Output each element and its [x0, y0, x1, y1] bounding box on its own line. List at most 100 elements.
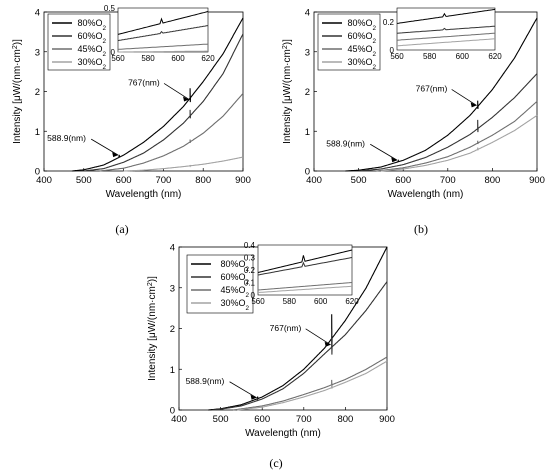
- y-axis-label: Intensity [μW/(nm·cm2)]: [147, 276, 159, 381]
- x-tick-label: 500: [213, 414, 229, 425]
- series-line-1: [345, 17, 538, 172]
- x-tick-label: 800: [484, 175, 500, 186]
- inset-y-tick-label: 0.2: [244, 266, 256, 275]
- inset-series-line-4: [118, 50, 208, 53]
- inset-chart: 560 580 600 620 0 0.5: [104, 4, 215, 63]
- inset-series-line-1: [257, 249, 353, 273]
- inset-x-tick-label: 560: [390, 52, 404, 61]
- inset-y-tick-label: 0.1: [244, 279, 256, 288]
- annotation-arrowhead: [250, 394, 257, 400]
- inset-y-tick-label: 0.3: [244, 254, 256, 263]
- inset-y-tick-label: 0: [111, 48, 116, 57]
- inset-x-tick-label: 620: [201, 54, 215, 63]
- panel-label: (b): [414, 222, 428, 236]
- inset-x-tick-label: 580: [141, 54, 155, 63]
- annotation-arrow: [229, 381, 257, 399]
- y-axis-label: Intensity [μW/(nm·cm2)]: [12, 39, 24, 144]
- series-line-1: [71, 17, 244, 172]
- y-tick-label: 3: [35, 47, 40, 58]
- chart-panel-3: 400 500 600 700 800 900 0 1 2 3 4 Wavelength (nm) In…: [147, 241, 395, 470]
- legend-label: 60%O2: [220, 272, 249, 286]
- legend-label: 60%O2: [77, 31, 106, 45]
- chart-panel-2: 400 500 600 700 800 900 0 1 2 3 4 Wavelength (nm) In…: [282, 8, 545, 237]
- inset-x-tick-label: 600: [314, 297, 328, 306]
- x-tick-label: 500: [351, 175, 367, 186]
- x-tick-label: 600: [395, 175, 411, 186]
- annotation-label: 767(nm): [270, 323, 302, 333]
- x-tick-label: 700: [296, 414, 312, 425]
- inset-series-line-3: [257, 282, 353, 291]
- y-tick-label: 1: [170, 365, 175, 376]
- annotation-arrowhead: [112, 152, 119, 158]
- series-line-3: [99, 93, 244, 172]
- y-tick-label: 0: [170, 406, 175, 417]
- x-tick-label: 800: [337, 414, 353, 425]
- x-tick-label: 900: [235, 175, 251, 186]
- inset-x-tick-label: 600: [171, 54, 185, 63]
- legend-label: 30%O2: [77, 57, 106, 71]
- x-tick-label: 800: [195, 175, 211, 186]
- y-tick-label: 4: [305, 8, 310, 19]
- y-tick-label: 1: [305, 127, 310, 138]
- inset-series-line-3: [396, 32, 496, 41]
- inset-x-tick-label: 560: [111, 54, 125, 63]
- legend-label: 45%O2: [347, 44, 376, 58]
- inset-series-line-1: [396, 8, 496, 24]
- inset-series-line-2: [396, 25, 496, 34]
- series-line-3: [376, 101, 538, 172]
- legend-label: 80%O2: [347, 18, 376, 32]
- legend-label: 30%O2: [220, 298, 249, 312]
- annotation-arrow: [163, 83, 190, 100]
- legend-label: 45%O2: [220, 285, 249, 299]
- inset-y-tick-label: 0.4: [244, 241, 256, 250]
- y-tick-label: 2: [305, 87, 310, 98]
- series-line-4: [123, 156, 244, 172]
- x-axis-label: Wavelength (nm): [245, 428, 321, 439]
- inset-chart: 560 580 600 620 0 0.1 0.2 0.3 0.4: [244, 241, 359, 306]
- inset-series-line-2: [257, 257, 353, 276]
- x-tick-label: 600: [254, 414, 270, 425]
- y-tick-label: 0: [305, 167, 310, 178]
- y-axis-label: Intensity [μW/(nm·cm2)]: [282, 39, 294, 144]
- legend-label: 80%O2: [77, 18, 106, 32]
- inset-series-line-4: [257, 285, 353, 293]
- y-tick-label: 3: [305, 47, 310, 58]
- series-line-3: [232, 356, 388, 411]
- annotation-arrowhead: [183, 96, 190, 102]
- y-tick-label: 1: [35, 127, 40, 138]
- inset-x-tick-label: 620: [345, 297, 359, 306]
- inset-x-tick-label: 580: [283, 297, 297, 306]
- inset-x-tick-label: 620: [488, 52, 502, 61]
- annotation-arrow: [90, 138, 119, 156]
- y-tick-label: 0: [35, 167, 40, 178]
- inset-chart: 560 580 600 620 0 0.2: [383, 7, 502, 61]
- x-tick-label: 900: [379, 414, 395, 425]
- x-tick-label: 700: [440, 175, 456, 186]
- y-tick-label: 2: [170, 324, 175, 335]
- inset-y-tick-label: 0: [390, 46, 395, 55]
- inset-y-tick-label: 0: [251, 291, 256, 300]
- legend-label: 80%O2: [220, 259, 249, 273]
- annotation-arrow: [305, 328, 331, 346]
- legend-label: 45%O2: [77, 44, 106, 58]
- annotation-arrowhead: [324, 341, 331, 347]
- x-tick-label: 700: [155, 175, 171, 186]
- annotation-arrow: [451, 89, 477, 106]
- panel-label: (a): [115, 222, 128, 236]
- series-line-4: [237, 360, 388, 411]
- series-line-1: [208, 246, 388, 411]
- series-line-2: [212, 281, 388, 411]
- y-tick-label: 4: [170, 243, 175, 254]
- inset-series-line-3: [117, 43, 209, 50]
- x-tick-label: 900: [529, 175, 545, 186]
- inset-x-tick-label: 560: [251, 297, 265, 306]
- x-axis-label: Wavelength (nm): [388, 189, 464, 200]
- chart-panel-1: 400 500 600 700 800 900 0 1 2 3 4 Wavelength (nm) In…: [12, 4, 251, 236]
- x-tick-label: 600: [116, 175, 132, 186]
- x-tick-label: 500: [76, 175, 92, 186]
- inset-x-tick-label: 600: [456, 52, 470, 61]
- inset-y-tick-label: 0.5: [104, 4, 116, 13]
